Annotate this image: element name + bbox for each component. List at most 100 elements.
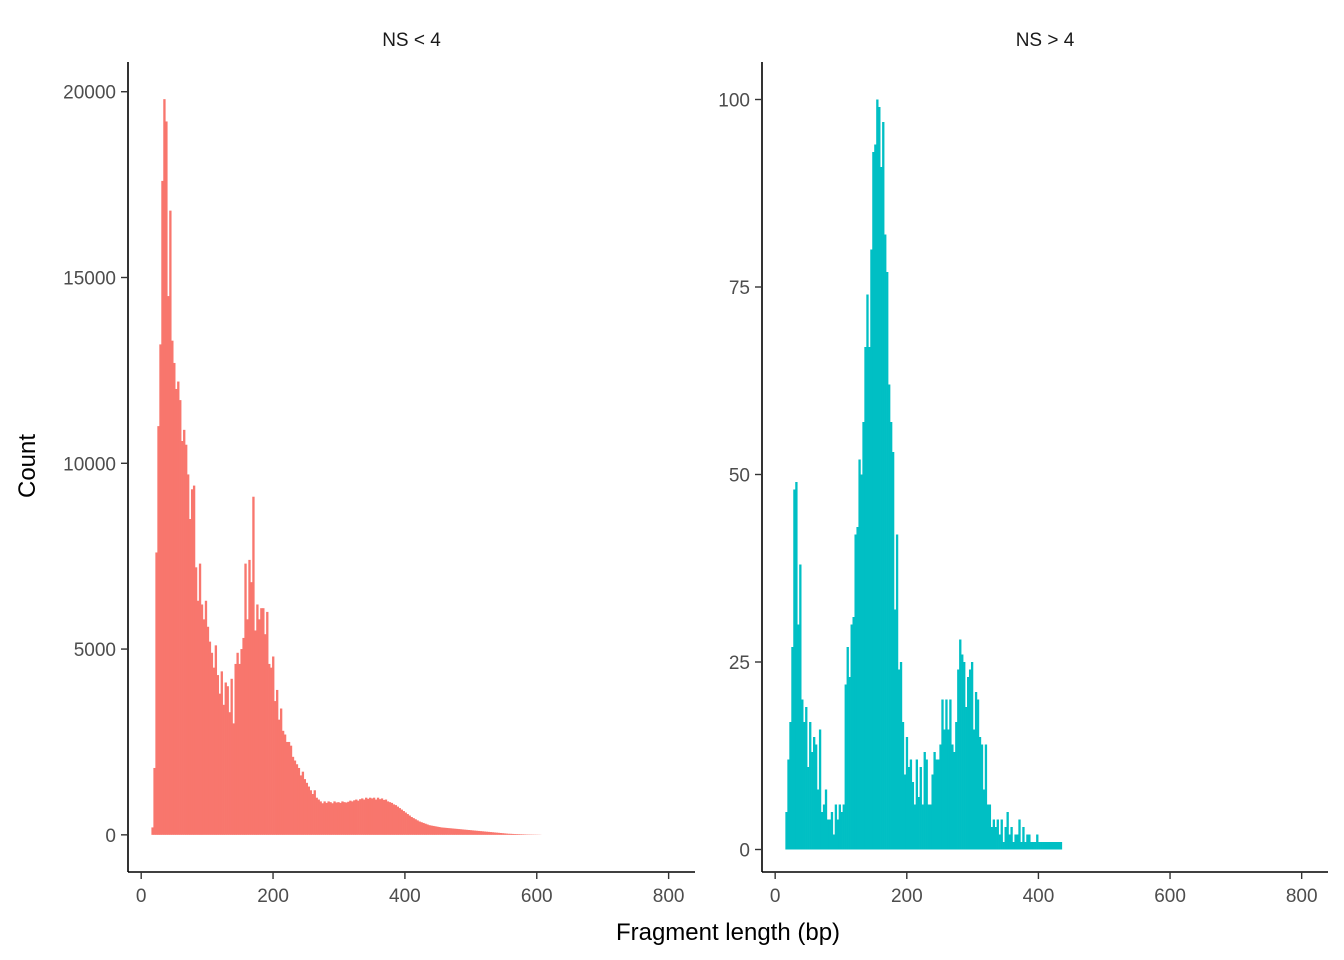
histogram-bar xyxy=(511,833,514,835)
histogram-bar xyxy=(206,626,210,835)
histogram-bar xyxy=(420,822,423,835)
histogram-bar xyxy=(404,812,407,835)
histogram-bar xyxy=(984,744,988,850)
histogram-bar xyxy=(163,99,166,835)
histogram-bar xyxy=(795,482,798,850)
histogram-bar xyxy=(842,804,845,850)
histogram-bar xyxy=(929,804,932,850)
histogram-bar xyxy=(830,812,834,850)
histogram-bar xyxy=(822,804,826,850)
histogram-bar xyxy=(463,829,467,835)
histogram-bar xyxy=(1012,842,1015,850)
histogram-bar xyxy=(838,804,841,850)
histogram-bar xyxy=(909,759,913,850)
y-tick-label: 10000 xyxy=(63,454,116,475)
histogram-bar xyxy=(489,832,492,835)
histogram-bar xyxy=(963,662,966,850)
histogram-bar xyxy=(339,802,342,835)
histogram-bar xyxy=(418,821,421,835)
histogram-bar xyxy=(277,719,281,835)
x-tick-label: 600 xyxy=(521,886,553,907)
histogram-bar xyxy=(799,564,802,850)
histogram-bar xyxy=(1040,842,1043,850)
histogram-bar xyxy=(333,801,336,835)
x-tick-label: 200 xyxy=(257,886,289,907)
histogram-bar xyxy=(461,829,465,835)
histogram-bar xyxy=(268,663,271,835)
histogram-bar xyxy=(414,819,417,835)
histogram-bar xyxy=(222,704,225,835)
histogram-bar xyxy=(848,677,851,850)
histogram-bar xyxy=(353,800,356,835)
histogram-bar xyxy=(901,722,905,850)
histogram-bar xyxy=(1016,834,1019,850)
histogram-bar xyxy=(412,818,415,835)
histogram-bar xyxy=(343,802,346,835)
histogram-bar xyxy=(475,830,479,835)
histogram-bar xyxy=(361,798,364,835)
histogram-bar xyxy=(185,444,188,835)
histogram-bar xyxy=(1038,842,1041,850)
histogram-bar xyxy=(444,827,447,835)
histogram-bar xyxy=(1006,812,1009,850)
histogram-bar xyxy=(891,452,895,850)
histogram-bar xyxy=(448,828,451,835)
y-axis-title: Count xyxy=(14,434,41,498)
y-tick-label: 25 xyxy=(729,653,750,674)
histogram-bar xyxy=(440,827,443,835)
y-axis-ticks: 0 5000 10000 15000 20000 xyxy=(63,83,128,847)
histogram-bar xyxy=(797,624,800,850)
histogram-bar xyxy=(1018,819,1021,850)
histogram-bar xyxy=(327,801,330,835)
histogram-bar xyxy=(424,823,427,835)
histogram-bar xyxy=(378,799,382,835)
histogram-bar xyxy=(335,802,338,835)
histogram-bar xyxy=(519,834,522,835)
histogram-bar xyxy=(1010,827,1013,850)
histogram-bar xyxy=(1045,842,1049,850)
histogram-bar xyxy=(465,829,469,835)
histogram-bar xyxy=(907,767,911,850)
histogram-bar xyxy=(313,790,316,835)
y-tick-label: 20000 xyxy=(63,83,116,104)
x-tick-label: 0 xyxy=(770,886,781,907)
histogram-bar xyxy=(220,671,223,835)
y-tick-label: 5000 xyxy=(74,640,116,661)
histogram-bar xyxy=(844,684,847,850)
histogram-bar xyxy=(438,827,441,835)
histogram-bar xyxy=(202,619,206,835)
histogram-bar xyxy=(911,782,915,850)
histogram-bar xyxy=(236,652,239,835)
histogram-bar xyxy=(331,803,334,835)
x-axis-title: Fragment length (bp) xyxy=(616,919,840,946)
histogram-bar xyxy=(860,474,863,850)
histogram-bar xyxy=(349,800,352,835)
histogram-bar xyxy=(1028,834,1031,850)
histogram-bar xyxy=(406,814,409,835)
histogram-bar xyxy=(436,826,439,835)
histogram-bar xyxy=(169,210,172,835)
histogram-bar xyxy=(1014,834,1017,850)
histogram-bar xyxy=(485,831,488,835)
histogram-bar xyxy=(937,759,940,850)
histogram-bar xyxy=(434,826,437,835)
histogram-bar xyxy=(824,789,828,850)
histogram-bar xyxy=(818,729,822,850)
histogram-bar xyxy=(856,527,859,850)
histogram-bar xyxy=(923,752,926,850)
histogram-bar xyxy=(919,767,922,850)
histogram-bar xyxy=(226,686,229,835)
histogram-bar xyxy=(921,804,924,850)
histogram-bar xyxy=(978,737,982,850)
histogram-bar xyxy=(974,692,978,850)
histogram-bar xyxy=(287,741,291,835)
histogram-bar xyxy=(179,400,182,835)
x-axis-ticks: 0 200 400 600 800 xyxy=(136,872,684,907)
histogram-bar xyxy=(347,801,350,835)
histogram-bar xyxy=(244,563,247,835)
x-axis-ticks: 0 200 400 600 800 xyxy=(770,872,1318,907)
histogram-bar xyxy=(878,107,881,850)
histogram-bar xyxy=(1022,827,1025,850)
histogram-bar xyxy=(884,234,887,850)
histogram-bar xyxy=(976,699,980,850)
